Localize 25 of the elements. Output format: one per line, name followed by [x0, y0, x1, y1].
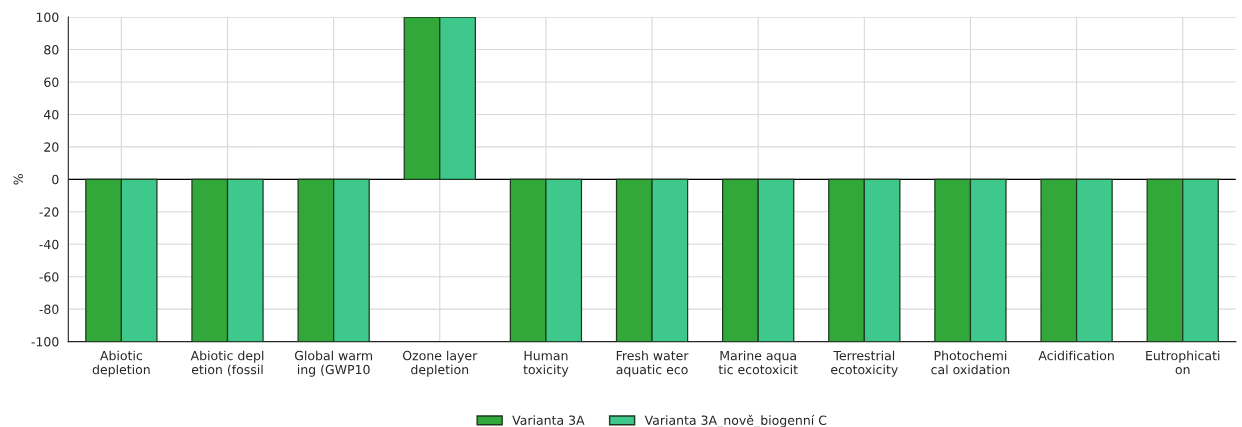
- y-tick-label: 40: [43, 109, 59, 120]
- x-tick-label: Abiotic depletion: [92, 350, 150, 377]
- x-tick-label: Human toxicity: [523, 351, 569, 377]
- y-tick-label: -100: [31, 337, 59, 347]
- legend-label: Varianta 3A: [512, 415, 585, 425]
- y-tick-label: -40: [39, 239, 59, 250]
- x-tick-label: Fresh water aquatic eco: [616, 350, 689, 377]
- x-tick-label: Eutrophicati on: [1146, 350, 1220, 375]
- y-tick-label: -60: [39, 272, 59, 282]
- y-axis-title: %: [13, 174, 23, 185]
- x-tick-label: Terrestrial ecotoxicity: [831, 350, 898, 377]
- y-tick-label: 100: [36, 12, 59, 23]
- y-tick-label: -80: [39, 304, 59, 315]
- legend-label: Varianta 3A_nově_biogenní C: [644, 414, 827, 427]
- x-tick-label: Abiotic depl etion (fossil: [190, 350, 264, 376]
- y-tick-label: 0: [52, 174, 59, 185]
- y-tick-label: 20: [44, 142, 59, 152]
- y-tick-label: -20: [39, 207, 59, 217]
- x-tick-label: Ozone layer depletion: [402, 350, 478, 377]
- x-tick-label: Global warm ing (GWP10: [294, 350, 372, 377]
- y-tick-label: 60: [44, 77, 59, 87]
- x-tick-label: Photochemi cal oxidation: [931, 350, 1010, 375]
- y-tick-label: 80: [44, 45, 59, 55]
- x-tick-label: Marine aqua tic ecotoxicit: [718, 350, 798, 375]
- x-tick-label: Acidification: [1038, 350, 1114, 361]
